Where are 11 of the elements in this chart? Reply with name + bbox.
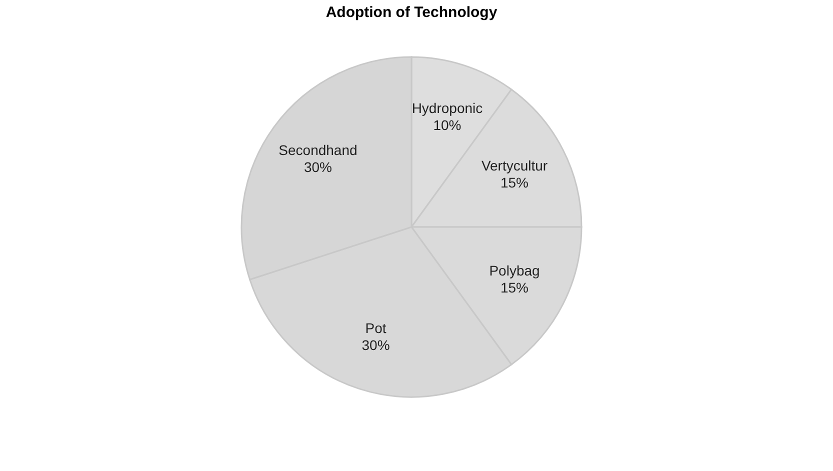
data-label: 15% — [500, 279, 529, 296]
slice-label: Hydroponic — [412, 100, 483, 116]
data-label: 30% — [304, 159, 332, 176]
data-label: 10% — [433, 117, 462, 134]
data-label: 30% — [362, 336, 390, 353]
slice-label: Polybag — [489, 262, 540, 278]
slice-label: Pot — [365, 320, 386, 336]
slice-label: Secondhand — [278, 142, 358, 158]
data-label: 15% — [500, 174, 529, 191]
slice-label: Vertycultur — [481, 158, 548, 174]
chart-title: Adoption of Technology — [326, 4, 498, 21]
